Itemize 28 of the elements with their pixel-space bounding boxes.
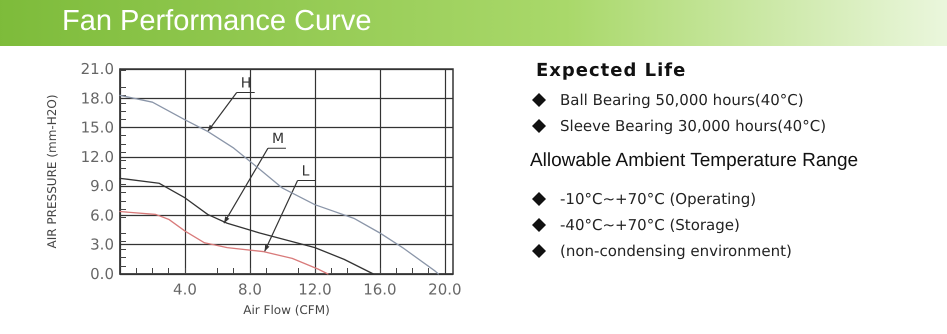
x-tick-label: 16.0: [363, 280, 397, 298]
text: Expected Life: [536, 60, 688, 81]
y-tick-label: 0.0: [90, 265, 114, 283]
x-tick-label: 8.0: [238, 280, 262, 298]
annotation: M: [272, 131, 284, 148]
x-tick-label: 4.0: [173, 280, 197, 298]
y-axis-title: AIR PRESSURE (mm-H2O): [45, 94, 59, 248]
y-tick-label: 21.0: [80, 60, 114, 78]
x-tick-label: 12.0: [298, 280, 332, 298]
y-tick-label: 3.0: [90, 236, 114, 254]
text: (non-condensing environment): [560, 242, 792, 260]
y-tick-label: 15.0: [80, 118, 114, 137]
y-tick-label: 18.0: [80, 89, 114, 108]
x-tick-label: 20.0: [428, 280, 462, 298]
text: -40°C~+70°C (Storage): [560, 216, 740, 234]
text: Allowable Ambient Temperature Range: [530, 150, 860, 172]
annotation: L: [302, 164, 310, 180]
annotation: H: [240, 75, 252, 92]
line-series: [119, 210, 329, 275]
y-tick-label: 12.0: [80, 148, 114, 166]
x-axis-title: Air Flow (CFM): [243, 303, 330, 317]
text: Ball Bearing 50,000 hours(40°C): [560, 91, 804, 109]
y-tick-label: 6.0: [90, 206, 114, 224]
text: -10°C~+70°C (Operating): [560, 190, 756, 208]
chart-title: Fan Performance Curve: [62, 5, 372, 38]
text: Sleeve Bearing 30,000 hours(40°C): [560, 117, 826, 135]
line-series: [119, 94, 440, 275]
y-tick-label: 9.0: [90, 177, 114, 196]
